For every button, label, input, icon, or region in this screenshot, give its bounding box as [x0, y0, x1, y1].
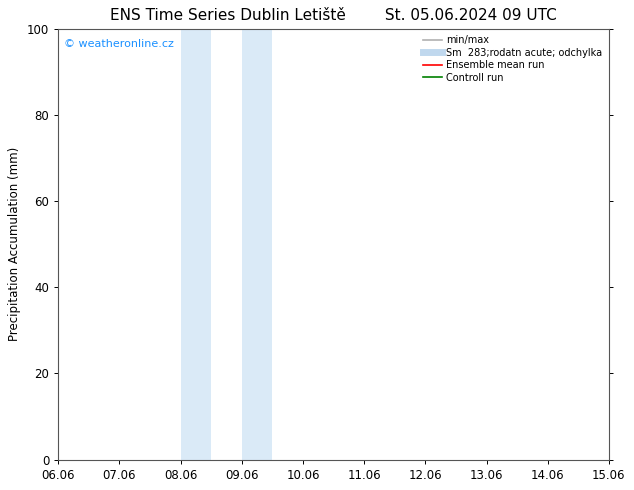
- Legend: min/max, Sm  283;rodatn acute; odchylka, Ensemble mean run, Controll run: min/max, Sm 283;rodatn acute; odchylka, …: [421, 33, 604, 85]
- Bar: [181, 29, 211, 460]
- Y-axis label: Precipitation Accumulation (mm): Precipitation Accumulation (mm): [8, 147, 22, 341]
- Text: © weatheronline.cz: © weatheronline.cz: [63, 39, 174, 49]
- Bar: [242, 29, 273, 460]
- Bar: [609, 29, 634, 460]
- Title: ENS Time Series Dublin Letiště        St. 05.06.2024 09 UTC: ENS Time Series Dublin Letiště St. 05.06…: [110, 8, 557, 24]
